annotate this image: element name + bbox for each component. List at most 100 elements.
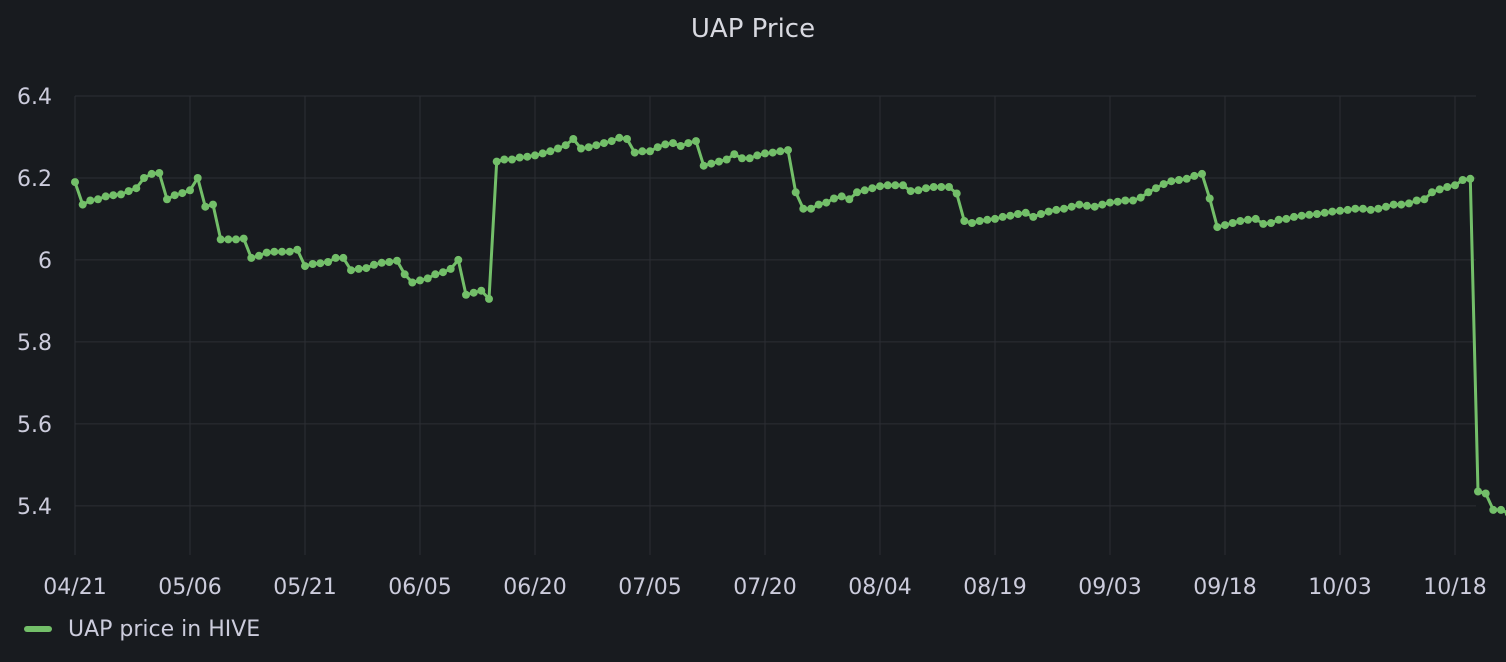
y-axis-tick-labels: 5.4 5.6 5.8 6 6.2 6.4: [17, 85, 52, 520]
data-point: [278, 247, 286, 256]
data-point: [216, 235, 225, 244]
data-point: [1075, 200, 1084, 209]
data-point: [937, 183, 946, 191]
x-tick-label: 07/05: [618, 575, 681, 600]
data-point: [722, 155, 731, 164]
data-point: [1251, 214, 1260, 223]
legend-label: UAP price in HIVE: [68, 616, 261, 642]
data-point: [1336, 206, 1344, 215]
data-point: [761, 149, 769, 158]
data-point: [753, 151, 762, 160]
data-point: [661, 140, 670, 149]
data-point: [968, 219, 976, 227]
page-title: UAP Price: [690, 14, 816, 44]
data-point: [1274, 215, 1283, 224]
data-point: [400, 270, 409, 279]
data-point: [1190, 171, 1199, 180]
data-point: [523, 152, 532, 161]
data-point: [140, 174, 148, 182]
data-point: [791, 188, 800, 197]
data-point: [339, 253, 348, 262]
data-point: [1205, 194, 1214, 203]
data-point: [577, 144, 585, 153]
data-point: [1106, 198, 1114, 207]
data-point: [1198, 169, 1206, 178]
data-point: [630, 148, 639, 157]
data-point: [1481, 489, 1490, 498]
data-point: [1228, 219, 1237, 227]
data-point: [1412, 196, 1421, 205]
data-point: [1466, 174, 1475, 183]
data-point: [393, 256, 401, 265]
data-point: [508, 155, 516, 164]
data-point: [1497, 505, 1505, 514]
data-point: [561, 141, 570, 150]
data-point: [354, 264, 363, 273]
data-point: [1420, 195, 1429, 204]
data-point: [883, 181, 892, 190]
data-point: [1113, 197, 1122, 206]
data-point: [1060, 204, 1068, 213]
data-point: [362, 264, 371, 273]
data-point: [546, 147, 555, 156]
data-point: [1428, 188, 1436, 197]
x-tick-label: 07/20: [733, 575, 796, 600]
data-point: [209, 200, 217, 209]
data-point: [454, 255, 463, 264]
data-point: [692, 137, 700, 146]
data-point: [224, 235, 233, 244]
data-point: [301, 262, 309, 271]
data-point: [822, 198, 831, 207]
data-point: [1159, 180, 1168, 189]
data-point: [1474, 487, 1482, 496]
data-point: [408, 278, 417, 287]
data-point: [830, 194, 838, 203]
data-point: [623, 135, 631, 143]
x-tick-label: 08/19: [963, 575, 1026, 600]
data-point: [615, 133, 624, 142]
x-tick-label: 06/20: [503, 575, 566, 600]
data-point: [1405, 199, 1413, 208]
data-point: [1182, 174, 1191, 183]
data-point: [377, 258, 386, 267]
data-point: [132, 184, 141, 193]
data-point: [431, 270, 440, 279]
data-point: [1297, 211, 1306, 220]
data-point: [707, 159, 716, 168]
data-point: [1351, 204, 1360, 213]
data-point: [469, 288, 478, 297]
data-point: [699, 161, 708, 170]
data-point: [193, 174, 202, 182]
data-point: [653, 143, 662, 152]
data-point: [1167, 177, 1176, 186]
data-point: [945, 183, 953, 191]
data-point: [676, 142, 685, 150]
data-point: [991, 214, 999, 223]
data-point: [1221, 221, 1229, 230]
y-tick-label: 5.8: [17, 331, 52, 356]
legend[interactable]: UAP price in HIVE: [24, 614, 260, 644]
data-point: [239, 234, 248, 243]
data-point: [124, 187, 133, 196]
data-point: [745, 154, 754, 163]
data-point: [347, 266, 355, 275]
data-point: [845, 195, 854, 204]
data-point: [853, 188, 861, 197]
data-point: [684, 139, 693, 148]
data-point: [638, 147, 647, 156]
data-point: [1014, 210, 1022, 218]
data-point: [308, 260, 317, 268]
data-point: [1320, 208, 1329, 217]
data-point: [385, 258, 394, 266]
data-point: [324, 258, 332, 266]
data-point: [1006, 211, 1015, 220]
data-point: [1374, 204, 1383, 213]
data-point: [155, 169, 164, 177]
data-point: [1144, 188, 1153, 197]
data-point: [814, 200, 823, 209]
data-point: [1083, 201, 1091, 210]
data-point: [492, 157, 501, 166]
data-point: [1044, 207, 1053, 216]
data-point: [101, 192, 110, 201]
